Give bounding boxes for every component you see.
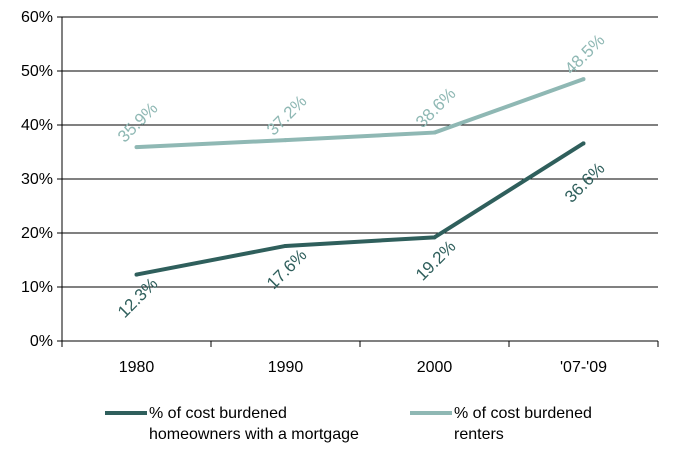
- data-label: 19.2%: [412, 237, 460, 285]
- y-tick-label: 60%: [21, 9, 53, 26]
- data-label: 12.3%: [114, 274, 162, 322]
- data-label: 37.2%: [263, 92, 311, 140]
- data-point: [432, 130, 437, 135]
- x-tick-label: '07-'09: [560, 359, 607, 376]
- legend-label: renters: [454, 426, 504, 443]
- data-point: [134, 272, 139, 277]
- data-label: 36.6%: [561, 159, 609, 207]
- series-lines: [134, 77, 586, 277]
- axes: 0% 10% 20% 30% 40% 50% 60% 1980 1990 2000 '07-'09: [21, 9, 659, 376]
- series-line: [136, 141, 585, 277]
- data-point: [432, 235, 437, 240]
- legend-label: % of cost burdened: [149, 405, 287, 422]
- data-label: 17.6%: [263, 245, 311, 293]
- gridlines: [62, 16, 658, 288]
- data-point: [134, 145, 139, 150]
- legend: % of cost burdened homeowners with a mort…: [105, 405, 592, 443]
- data-label: 35.9%: [114, 99, 162, 147]
- y-tick-label: 0%: [30, 333, 53, 350]
- x-tick-label: 1990: [268, 359, 304, 376]
- data-point: [581, 141, 586, 146]
- legend-label: % of cost burdened: [454, 405, 592, 422]
- legend-label: homeowners with a mortgage: [149, 426, 359, 443]
- data-point: [283, 138, 288, 143]
- data-point: [283, 243, 288, 248]
- y-tick-label: 10%: [21, 279, 53, 296]
- y-tick-label: 50%: [21, 63, 53, 80]
- y-tick-label: 40%: [21, 117, 53, 134]
- series-line: [136, 77, 585, 150]
- y-tick-label: 30%: [21, 171, 53, 188]
- x-tick-label: 2000: [417, 359, 453, 376]
- x-tick-label: 1980: [119, 359, 155, 376]
- data-point: [581, 77, 586, 82]
- y-tick-label: 20%: [21, 225, 53, 242]
